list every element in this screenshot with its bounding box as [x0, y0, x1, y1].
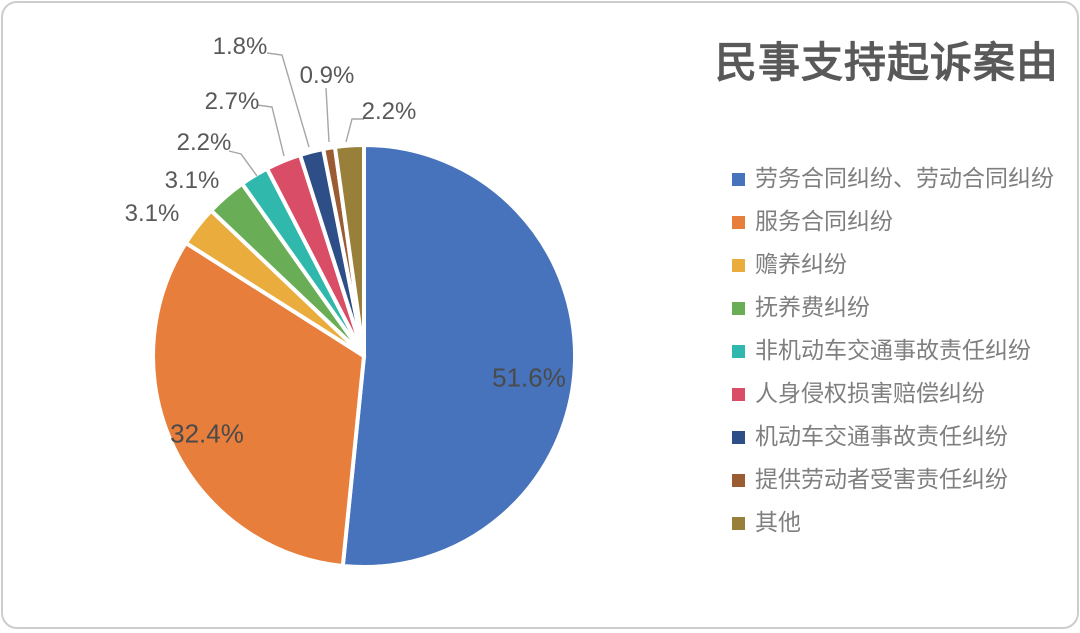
legend-item-label: 赡养纠纷: [755, 252, 847, 277]
pie-percent-label-8: 2.2%: [361, 98, 417, 125]
legend: 劳务合同纠纷、劳动合同纠纷 服务合同纠纷 赡养纠纷抚养费纠纷非机动车交通事故责任纠纷…: [732, 166, 1054, 553]
legend-item-8: 其他: [732, 510, 1054, 536]
leader-line-5: [256, 104, 285, 157]
legend-item-label: 人身侵权损害赔偿纠纷: [755, 381, 985, 406]
legend-swatch-icon: [732, 301, 745, 315]
pie-chart: [151, 52, 577, 569]
pie-percent-label-1: 32.4%: [170, 418, 244, 449]
leader-line-4: [228, 150, 258, 177]
legend-item-label: 其他: [755, 510, 801, 535]
legend-item-3: 抚养费纠纷: [732, 295, 1054, 321]
pie-slice-8: [332, 142, 366, 358]
legend-item-label: 服务合同纠纷: [755, 209, 893, 234]
legend-swatch-icon: [732, 258, 745, 272]
legend-item-0: 劳务合同纠纷、劳动合同纠纷: [732, 166, 1054, 192]
pie-percent-label-7: 0.9%: [299, 62, 355, 89]
pie-percent-label-3: 3.1%: [164, 167, 220, 194]
pie-percent-label-6: 1.8%: [212, 33, 268, 60]
legend-item-1: 服务合同纠纷: [732, 209, 1054, 235]
legend-swatch-icon: [732, 172, 745, 186]
legend-swatch-icon: [732, 344, 745, 358]
legend-item-6: 机动车交通事故责任纠纷: [732, 424, 1054, 450]
legend-swatch-icon: [732, 387, 745, 401]
legend-swatch-icon: [732, 473, 745, 487]
legend-swatch-icon: [732, 516, 745, 530]
legend-item-4: 非机动车交通事故责任纠纷: [732, 338, 1054, 364]
pie-percent-label-5: 2.7%: [204, 88, 260, 115]
leader-line-7: [325, 87, 330, 143]
pie-slice-0: [340, 143, 577, 569]
legend-item-2: 赡养纠纷: [732, 252, 1054, 278]
legend-item-label: 非机动车交通事故责任纠纷: [755, 338, 1031, 363]
legend-swatch-icon: [732, 215, 745, 229]
legend-item-label: 劳务合同纠纷、劳动合同纠纷: [755, 166, 1054, 191]
legend-swatch-icon: [732, 430, 745, 444]
legend-item-label: 机动车交通事故责任纠纷: [755, 424, 1008, 449]
pie-percent-label-4: 2.2%: [176, 129, 232, 156]
pie-percent-label-0: 51.6%: [492, 362, 566, 393]
legend-item-label: 提供劳动者受害责任纠纷: [755, 467, 1008, 492]
leader-line-6: [266, 52, 310, 148]
leader-line-8: [345, 118, 364, 143]
chart-title: 民事支持起诉案由: [715, 39, 1060, 86]
legend-item-label: 抚养费纠纷: [755, 295, 870, 320]
legend-item-7: 提供劳动者受害责任纠纷: [732, 467, 1054, 493]
legend-item-5: 人身侵权损害赔偿纠纷: [732, 381, 1054, 407]
pie-percent-label-2: 3.1%: [124, 200, 180, 227]
